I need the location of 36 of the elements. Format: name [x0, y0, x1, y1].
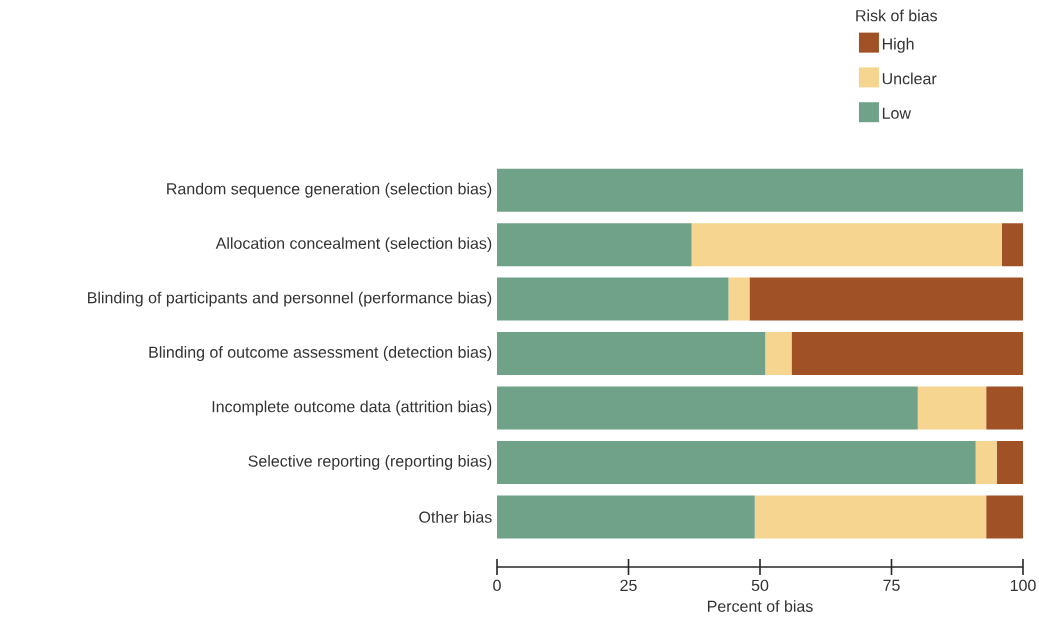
- bar: [996, 440, 1023, 484]
- x-tick-label: 25: [620, 579, 637, 592]
- bar: [765, 332, 792, 376]
- x-tick-label: 0: [493, 579, 501, 592]
- x-tick-label: 50: [751, 579, 769, 592]
- y-tick-label: Blinding of participants and personnel (performance bias): [88, 291, 492, 307]
- y-tick-label: Selective reporting (reporting bias): [248, 455, 492, 470]
- bar: [749, 277, 1023, 321]
- bar: [691, 223, 1002, 267]
- legend-label: Low: [882, 107, 911, 119]
- bar: [497, 440, 976, 484]
- bar: [497, 168, 1023, 212]
- bar: [1001, 223, 1023, 267]
- bar: [497, 332, 766, 376]
- bar: [728, 277, 750, 321]
- bar: [917, 386, 987, 430]
- bar: [986, 495, 1023, 539]
- bar: [497, 277, 729, 321]
- x-axis-title: Percent of bias: [707, 600, 813, 612]
- bar: [791, 332, 1023, 376]
- bar: [975, 440, 997, 484]
- bar: [497, 223, 692, 267]
- y-tick-label: Allocation concealment (selection bias): [215, 237, 492, 253]
- bar: [497, 495, 755, 539]
- x-tick-label: 100: [1010, 579, 1036, 592]
- x-tick-label: 75: [883, 579, 900, 591]
- bar: [497, 386, 918, 430]
- legend-label: High: [882, 37, 914, 53]
- y-tick-label: Blinding of outcome assessment (detection bias): [149, 346, 492, 362]
- bar: [986, 386, 1023, 430]
- legend-label: Unclear: [882, 72, 937, 85]
- y-tick-label: Other bias: [419, 511, 492, 523]
- bar: [754, 495, 987, 539]
- y-tick-label: Incomplete outcome data (attrition bias): [212, 400, 492, 416]
- legend-title: Risk of bias: [856, 9, 938, 22]
- y-tick-label: Random sequence generation (selection bias): [167, 182, 492, 198]
